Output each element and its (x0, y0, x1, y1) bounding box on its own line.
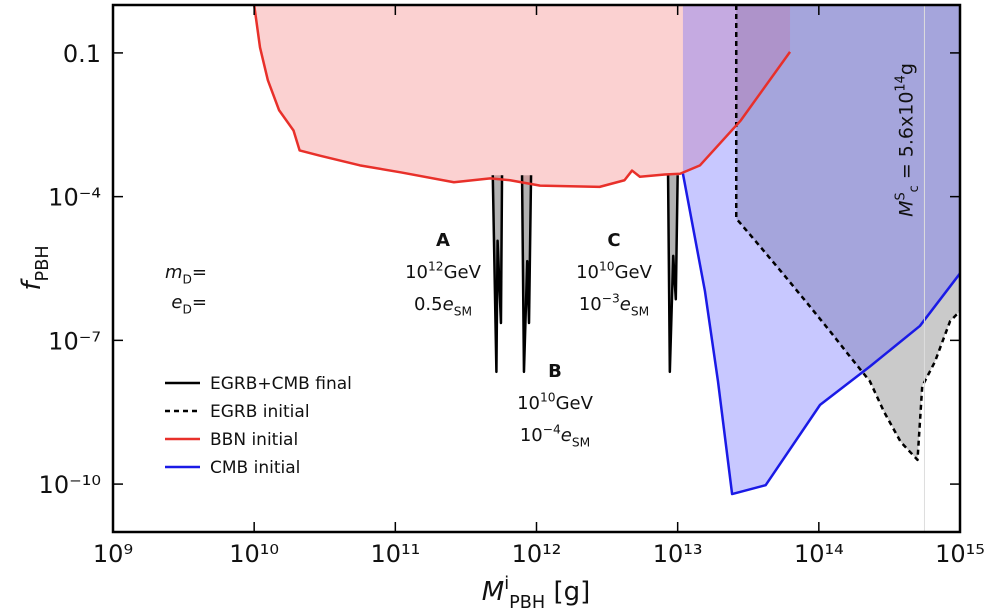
text-part: 0.5 (414, 294, 443, 315)
text-part: C (607, 230, 620, 251)
y-axis-label: fPBH (17, 245, 53, 290)
text-part: PBH (33, 245, 53, 281)
text-part: g (895, 63, 917, 75)
text-part: −3 (602, 291, 620, 305)
text-part: GeV (615, 262, 653, 283)
area (492, 175, 503, 372)
plot-lines (252, 5, 960, 532)
text-part: M (895, 201, 917, 217)
text-part: 10 (599, 259, 615, 273)
x-tick-label: 10¹² (512, 540, 562, 568)
text-part: 10 (405, 262, 428, 283)
text-part: S (893, 192, 908, 200)
y-tick-label: 10⁻⁷ (48, 327, 101, 355)
x-tick-label: 10¹³ (653, 540, 703, 568)
text-part: c (907, 185, 922, 192)
text-part: GeV (556, 393, 594, 414)
overlay: 10⁹ 10¹⁰ 10¹¹ 10¹² 10¹³ 10¹⁴ 10¹⁵ 0.1 10⁻⁴ 10⁻⁷ 10… (17, 5, 985, 612)
legend-label: BBN initial (210, 430, 298, 450)
annotation: 1010GeV (576, 259, 653, 283)
plot-area (254, 5, 960, 495)
text-part: PBH (509, 593, 545, 612)
text-part: SM (454, 304, 472, 318)
x-tick-label: 10¹⁰ (229, 540, 279, 568)
text-part: = (192, 292, 207, 313)
text-part: e (561, 425, 572, 446)
text-part: e (443, 294, 454, 315)
text-part: B (548, 361, 562, 382)
text-part: D (182, 272, 191, 286)
text-part: M (482, 577, 504, 607)
text-part: i (504, 574, 509, 594)
annotation: A (436, 230, 450, 251)
text-part: SM (631, 304, 649, 318)
text-part: = (192, 262, 207, 283)
y-tick-label: 0.1 (63, 40, 101, 68)
x-axis-label: MiPBH [g] (482, 574, 591, 612)
text-part: e (620, 294, 631, 315)
text-part: −4 (543, 422, 561, 436)
annotation: mD= (165, 262, 207, 286)
text-part: D (182, 302, 191, 316)
text-part: SM (572, 435, 590, 449)
text-part: 10 (517, 393, 540, 414)
reference-label: MSc = 5.6x1014g (893, 63, 922, 217)
y-tick-label: 10⁻¹⁰ (39, 471, 101, 499)
text-part: 14 (893, 75, 908, 91)
area (254, 5, 791, 187)
annotation: C (607, 230, 620, 251)
legend-label: EGRB initial (210, 402, 310, 422)
series-line (734, 5, 960, 462)
x-tick-label: 10¹⁵ (935, 540, 985, 568)
annotation: 10−4eSM (520, 422, 590, 449)
text-part: 10 (576, 262, 599, 283)
annotation: 1012GeV (405, 259, 482, 283)
text-part: 10 (520, 425, 543, 446)
text-part: m (165, 262, 183, 283)
text-part: e (171, 292, 182, 313)
area (682, 5, 960, 495)
x-tick-label: 10¹⁴ (794, 540, 844, 568)
legend-label: CMB initial (210, 458, 300, 478)
text-part: [g] (545, 577, 590, 607)
annotation: 1010GeV (517, 390, 594, 414)
text-part: = 5.6x10 (895, 92, 917, 186)
text-part: GeV (444, 262, 482, 283)
y-tick-label: 10⁻⁴ (48, 184, 101, 212)
annotation: eD= (171, 292, 207, 316)
annotation: 0.5eSM (414, 294, 472, 318)
area (736, 5, 960, 460)
series-line (491, 175, 679, 374)
series-line (252, 5, 792, 189)
annotation: B (548, 361, 562, 382)
x-tick-label: 10⁹ (93, 540, 133, 568)
x-tick-label: 10¹¹ (370, 540, 420, 568)
text-part: 10 (579, 294, 602, 315)
series-line (681, 173, 960, 496)
text-part: 10 (540, 390, 556, 404)
text-part: A (436, 230, 450, 251)
legend-label: EGRB+CMB final (210, 374, 352, 394)
annotation: 10−3eSM (579, 291, 649, 318)
text-part: 12 (428, 259, 444, 273)
